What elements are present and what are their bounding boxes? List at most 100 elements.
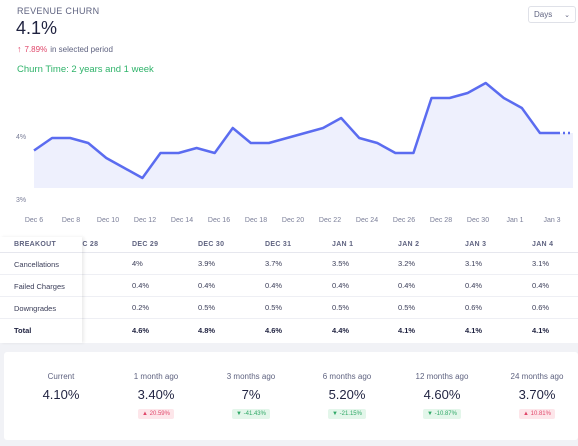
period-select-value: Days [534,10,553,19]
column-header: DEC 28 [72,241,99,248]
summary-change-badge: ▲ 20.59% [138,409,174,419]
table-row: 4.6% 4.8% 4.6% 4.4% 4.1% 4.1% 4.1% [0,319,578,341]
chart-series-line [33,81,558,180]
table-header-row: BREAKOUT DEC 28 DEC 29 DEC 30 DEC 31 JAN 1 JAN… [0,237,578,253]
x-tick-label: Dec 14 [171,217,193,224]
row-label: Total [14,326,32,335]
table-cell: 4.1% [532,325,550,335]
summary-value: 3.40% [137,387,175,402]
table-body: 4% 3.9% 3.7% 3.5% 3.2% 3.1% 3.1% 0.4% 0.4% 0.4% 0.… [0,253,578,341]
table-cell: 0.4% [465,281,483,290]
summary-change-badge: ▼ -10.87% [423,409,461,419]
y-tick-label: 3% [16,197,26,204]
table-cell: 4.8% [198,325,216,335]
summary-value: 3.70% [518,387,556,402]
x-tick-label: Jan 3 [543,217,560,224]
table-cell: 0.5% [198,303,216,312]
table-row: 4% 3.9% 3.7% 3.5% 3.2% 3.1% 3.1% [0,253,578,275]
table-cell: 0.2% [132,303,150,312]
x-tick-label: Dec 30 [467,217,489,224]
x-tick-label: Dec 20 [282,217,304,224]
table-row: 0.2% 0.5% 0.5% 0.5% 0.5% 0.6% 0.6% [0,297,578,319]
change-percent: 7.89% [24,44,48,54]
summary-label: 6 months ago [322,372,372,381]
column-header: DEC 29 [132,241,159,248]
table-cell: 0.4% [332,281,350,290]
summary-label: Current [47,372,75,381]
summary-label: 3 months ago [226,372,276,381]
row-label: Cancellations [14,260,60,269]
breakout-table: BREAKOUT DEC 28 DEC 29 DEC 30 DEC 31 JAN 1 JAN… [0,237,578,343]
table-cell: 3.1% [465,259,483,268]
table-cell: 3.7% [265,259,283,268]
table-cell: 0.4% [398,281,416,290]
summary-value: 4.60% [423,387,461,402]
column-header: JAN 4 [532,241,554,248]
table-cell: 0.6% [532,303,550,312]
table-cell: 0.5% [332,303,350,312]
column-header: JAN 3 [465,241,487,248]
x-tick-label: Dec 16 [208,217,230,224]
column-header: JAN 2 [398,241,420,248]
period-select[interactable]: Days ⌄ [528,6,576,23]
column-header: DEC 30 [198,241,225,248]
x-tick-label: Dec 26 [393,217,415,224]
metric-value: 4.1% [16,18,58,38]
table-cell: 4.1% [465,325,483,335]
y-tick-label: 4% [16,134,26,141]
chevron-down-icon: ⌄ [564,11,570,19]
table-cell: 3.9% [198,259,216,268]
sticky-label-column: BREAKOUT Cancellations Failed Charges Downg… [0,237,82,343]
row-label: Downgrades [14,304,57,313]
table-cell: 0.4% [198,281,216,290]
x-tick-label: Dec 24 [356,217,378,224]
table-cell: 3.5% [332,259,350,268]
churn-time: Churn Time: 2 years and 1 week [17,64,154,75]
summary-label: 12 months ago [415,372,469,381]
arrow-up-icon: ↑ [17,44,22,54]
summary-change-badge: ▲ 10.81% [519,409,555,419]
x-tick-label: Dec 22 [319,217,341,224]
column-header: JAN 1 [332,241,354,248]
table-cell: 0.4% [532,281,550,290]
table-cell: 4.1% [398,325,416,335]
table-cell: 4.6% [265,325,283,335]
x-tick-label: Jan 1 [506,217,523,224]
column-header: DEC 31 [265,241,292,248]
x-tick-label: Dec 28 [430,217,452,224]
table-cell: 4.6% [132,325,150,335]
x-tick-label: Dec 12 [134,217,156,224]
table-cell: 4.4% [332,325,350,335]
table-cell: 0.4% [132,281,150,290]
change-text: in selected period [50,44,113,54]
x-tick-label: Dec 8 [62,217,80,224]
row-label: Failed Charges [14,282,65,291]
summary-change-badge: ▼ -21.15% [328,409,366,419]
churn-time-label: Churn Time: [17,64,69,75]
x-tick-label: Dec 18 [245,217,267,224]
summary-label: 24 months ago [510,372,564,381]
summary-value: 7% [241,387,261,402]
table-cell: 0.6% [465,303,483,312]
table-cell: 4% [132,259,143,268]
metric-name: REVENUE CHURN [17,6,100,16]
table-cell: 0.4% [265,281,283,290]
x-tick-label: Dec 6 [25,217,43,224]
summary-change-badge: ▼ -41.43% [232,409,270,419]
churn-area-chart: 4% 3% Dec 6 Dec 8 Dec 10 Dec 12 Dec 14 Dec 16 De… [16,81,573,224]
churn-chart-card: REVENUE CHURN 4.1% ↑ 7.89% in selected p… [0,0,578,343]
summary-value: 5.20% [328,387,366,402]
churn-time-value: 2 years and 1 week [71,64,154,75]
column-header-breakout: BREAKOUT [14,241,57,248]
summary-stats-card: Current 4.10% 1 month ago 3.40% ▲ 20.59% 3 mo… [4,352,578,440]
chart-area-fill [34,83,573,188]
table-cell: 0.5% [265,303,283,312]
summary-label: 1 month ago [133,372,179,381]
table-cell: 3.1% [532,259,550,268]
table-row: 0.4% 0.4% 0.4% 0.4% 0.4% 0.4% 0.4% [0,275,578,297]
x-tick-label: Dec 10 [97,217,119,224]
summary-value: 4.10% [42,387,80,402]
table-cell: 0.5% [398,303,416,312]
table-cell: 3.2% [398,259,416,268]
